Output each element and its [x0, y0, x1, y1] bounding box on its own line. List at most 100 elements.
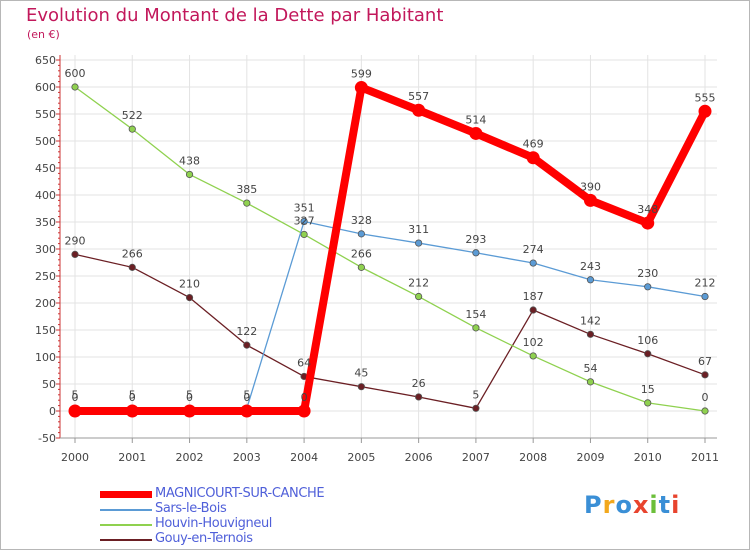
x-tick-label: 2008	[519, 451, 547, 464]
data-point	[644, 350, 652, 358]
x-tick-label: 2010	[634, 451, 662, 464]
data-label: 0	[129, 391, 136, 404]
data-point	[415, 292, 423, 301]
data-point	[243, 341, 251, 349]
legend-swatch	[100, 491, 152, 498]
data-label: 26	[412, 377, 426, 390]
data-label: 187	[523, 290, 544, 303]
data-point	[71, 83, 79, 91]
data-label: 142	[580, 314, 601, 327]
data-label: 102	[523, 336, 544, 349]
y-tick-label: 500	[35, 135, 56, 148]
data-label: 243	[580, 260, 601, 273]
data-point	[472, 404, 480, 412]
data-point	[183, 404, 197, 418]
data-point	[415, 239, 423, 247]
data-label: 15	[641, 383, 655, 396]
x-tick-label: 2005	[347, 451, 375, 464]
x-tick-label: 2007	[462, 451, 490, 464]
data-point	[354, 81, 368, 95]
data-label: 293	[465, 233, 486, 246]
data-point	[644, 399, 652, 407]
data-label: 5	[472, 388, 479, 401]
legend-label: Houvin-Houvigneul	[155, 516, 273, 531]
data-point	[529, 306, 537, 314]
legend-swatch	[100, 509, 152, 511]
data-label: 600	[65, 67, 86, 80]
data-point	[701, 292, 709, 301]
y-tick-label: 550	[35, 108, 56, 121]
data-label: 0	[243, 391, 250, 404]
data-label: 514	[465, 113, 486, 126]
series-line	[71, 83, 709, 415]
data-label: 230	[637, 267, 658, 280]
legend-swatch	[100, 539, 152, 541]
data-point	[128, 263, 136, 271]
y-tick-label: 450	[35, 162, 56, 175]
data-point	[698, 104, 712, 118]
logo-letter: x	[632, 491, 650, 519]
data-point	[415, 393, 423, 401]
data-label: 45	[354, 367, 368, 380]
data-point	[701, 371, 709, 379]
data-point	[472, 324, 480, 332]
data-point	[185, 293, 194, 302]
y-tick-label: 100	[35, 351, 56, 364]
y-tick-label: 250	[35, 270, 56, 283]
data-point	[68, 404, 82, 418]
data-label: 54	[583, 362, 597, 375]
chart-title: Evolution du Montant de la Dette par Hab…	[26, 5, 444, 26]
data-label: 328	[351, 214, 372, 227]
data-label: 266	[351, 247, 372, 260]
data-point	[586, 276, 595, 284]
legend-swatch	[100, 524, 152, 526]
data-label: 327	[294, 214, 315, 227]
data-label: 210	[179, 278, 200, 291]
logo-letter: o	[615, 491, 633, 519]
data-point	[300, 230, 308, 239]
data-label: 0	[186, 391, 193, 404]
y-tick-label: 350	[35, 216, 56, 229]
data-label: 5	[129, 388, 136, 401]
logo-letter: t	[658, 491, 672, 519]
data-point	[71, 250, 79, 258]
data-point	[529, 259, 537, 267]
x-tick-label: 2011	[691, 451, 719, 464]
data-label: 5	[72, 388, 79, 401]
data-point	[185, 170, 194, 179]
logo-letter: i	[671, 491, 681, 519]
data-label: 106	[637, 334, 658, 347]
logo-letter: i	[649, 491, 659, 519]
x-tick-label: 2003	[233, 451, 261, 464]
data-point	[583, 193, 597, 207]
logo-letter: r	[602, 491, 616, 519]
chart-subtitle: (en €)	[27, 28, 60, 41]
data-point	[469, 126, 483, 140]
data-point	[586, 330, 595, 338]
x-tick-label: 2009	[576, 451, 604, 464]
data-label: 0	[702, 391, 709, 404]
data-point	[128, 125, 136, 133]
data-point	[526, 151, 540, 165]
data-point	[357, 230, 365, 238]
series-line	[74, 86, 706, 412]
y-tick-label: -50	[38, 432, 56, 445]
data-label: 274	[523, 243, 544, 256]
data-label: 599	[351, 68, 372, 81]
data-label: 212	[408, 277, 429, 290]
data-label: 557	[408, 90, 429, 103]
data-label: 266	[122, 247, 143, 260]
data-label: 348	[637, 203, 658, 216]
y-tick-label: 50	[42, 378, 56, 391]
y-tick-label: 300	[35, 243, 56, 256]
data-label: 0	[301, 391, 308, 404]
legend-label: MAGNICOURT-SUR-CANCHE	[155, 486, 325, 501]
data-point	[701, 407, 709, 415]
data-label: 67	[698, 355, 712, 368]
x-tick-label: 2006	[405, 451, 433, 464]
data-label: 311	[408, 223, 429, 236]
data-point	[529, 352, 537, 360]
data-point	[472, 249, 480, 257]
logo-letter: P	[584, 491, 603, 519]
data-point	[641, 216, 655, 230]
